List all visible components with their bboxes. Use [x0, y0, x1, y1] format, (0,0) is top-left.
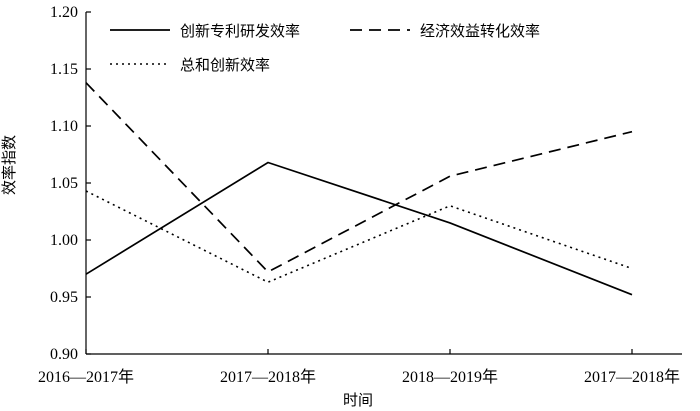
y-tick-label: 0.95 — [50, 289, 78, 306]
x-tick-label: 2016—2017年 — [38, 368, 134, 386]
y-tick-label: 1.00 — [50, 232, 78, 249]
series-line-2 — [85, 82, 633, 273]
x-tick-label: 2018—2019年 — [402, 368, 498, 386]
y-tick-label: 1.10 — [50, 118, 78, 135]
series-lines — [85, 82, 633, 296]
series-line-3 — [85, 190, 633, 284]
y-tick-label: 0.90 — [50, 346, 78, 363]
axes: 0.90 0.95 1.00 1.05 1.10 1.15 1.20 2016—2017年 20… — [38, 4, 682, 386]
series-line-1 — [85, 161, 633, 296]
x-tick-label: 2017—2018年 — [584, 368, 680, 386]
legend-label-1: 创新专利研发效率 — [180, 22, 300, 40]
y-tick-label: 1.20 — [50, 4, 78, 21]
y-tick-label: 1.15 — [50, 61, 78, 78]
legend-label-3: 总和创新效率 — [180, 56, 270, 74]
x-axis-label: 时间 — [343, 391, 373, 409]
y-tick-label: 1.05 — [50, 175, 78, 192]
y-axis-label: 效率指数 — [0, 135, 18, 195]
x-tick-label: 2017—2018年 — [220, 368, 316, 386]
legend-label-2: 经济效益转化效率 — [420, 22, 540, 40]
